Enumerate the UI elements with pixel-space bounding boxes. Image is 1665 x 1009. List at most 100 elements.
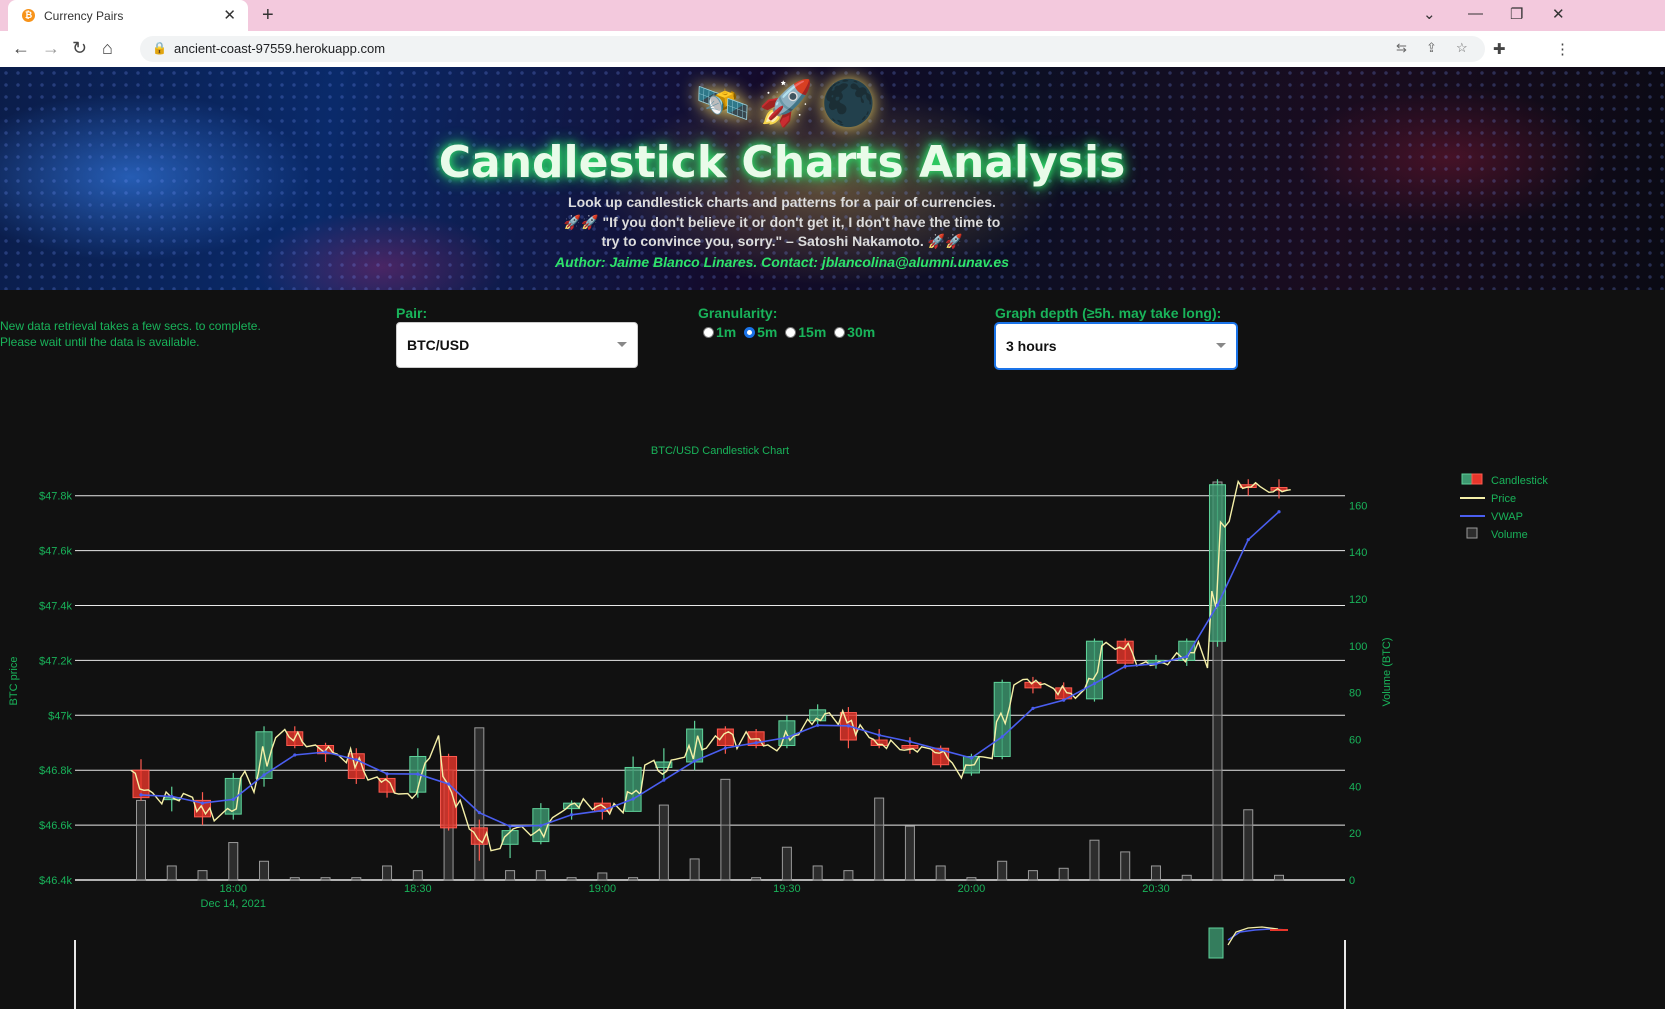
moon-icon: 🌑: [821, 79, 877, 128]
volume-bar[interactable]: [1243, 809, 1254, 881]
minimize-icon[interactable]: —: [1468, 5, 1483, 22]
volume-bar[interactable]: [1027, 870, 1038, 881]
volume-bar[interactable]: [136, 799, 146, 881]
volume-bar[interactable]: [658, 804, 669, 881]
vwap-line[interactable]: [140, 511, 1280, 828]
volume-bar[interactable]: [812, 865, 823, 881]
volume-bar[interactable]: [720, 778, 731, 881]
address-bar[interactable]: 🔒 ancient-coast-97559.herokuapp.com ⇆ ⇪ …: [140, 36, 1485, 62]
volume-bar[interactable]: [935, 865, 946, 881]
candle-body[interactable]: [809, 709, 827, 722]
candle-body[interactable]: [1085, 640, 1103, 700]
candle-body[interactable]: [870, 739, 888, 747]
share-icon[interactable]: ⇪: [1426, 40, 1437, 55]
tab-search-chevron-icon[interactable]: ⌄: [1423, 6, 1436, 23]
restore-icon[interactable]: ❐: [1510, 6, 1524, 23]
volume-bar[interactable]: [474, 727, 485, 881]
x-tick-label: 20:30: [1142, 883, 1170, 895]
granularity-option-1m[interactable]: 1m: [703, 324, 736, 340]
volume-bar[interactable]: [166, 865, 177, 881]
radio-button[interactable]: [785, 327, 797, 338]
volume-bar[interactable]: [781, 846, 792, 881]
back-arrow-icon[interactable]: ←: [12, 38, 30, 58]
candle-body[interactable]: [716, 728, 734, 747]
volume-bar[interactable]: [689, 858, 700, 881]
volume-bar[interactable]: [1181, 874, 1192, 881]
volume-bar[interactable]: [628, 877, 639, 881]
dropdown-arrow-icon: [617, 342, 627, 347]
volume-bar[interactable]: [997, 860, 1008, 881]
candle-body[interactable]: [901, 745, 919, 749]
graph-depth-label: Graph depth (≥5h. may take long):: [995, 305, 1222, 321]
radio-button-selected[interactable]: [744, 327, 756, 338]
candle-body[interactable]: [501, 830, 519, 845]
y2-tick-label: 80: [1349, 688, 1361, 700]
candle-body[interactable]: [440, 755, 458, 829]
browser-tab[interactable]: ₿ Currency Pairs ✕: [8, 0, 248, 31]
volume-bar[interactable]: [412, 870, 423, 881]
volume-bar[interactable]: [1150, 865, 1161, 881]
x-tick-label: 20:00: [958, 883, 986, 895]
bookmark-star-icon[interactable]: ☆: [1456, 40, 1468, 55]
graph-depth-dropdown[interactable]: 3 hours: [995, 323, 1237, 369]
volume-bar[interactable]: [904, 825, 915, 881]
volume-bar[interactable]: [1274, 874, 1284, 881]
candle-body[interactable]: [624, 766, 642, 812]
browser-menu-icon[interactable]: ⋮: [1555, 41, 1570, 58]
extensions-puzzle-icon[interactable]: ✚: [1493, 41, 1506, 58]
volume-bar[interactable]: [1089, 839, 1100, 881]
candle-body[interactable]: [993, 681, 1011, 757]
y-tick-label: $47.4k: [39, 601, 73, 613]
candlestick-chart[interactable]: BTC/USD Candlestick Chart $46.4k $46.6k $46…: [0, 420, 1665, 1009]
banner-description: Look up candlestick charts and patterns …: [480, 193, 1084, 252]
volume-bar[interactable]: [966, 877, 977, 881]
granularity-label: Granularity:: [698, 305, 778, 321]
pair-dropdown[interactable]: BTC/USD: [396, 322, 638, 368]
candle-body[interactable]: [1208, 484, 1226, 642]
granularity-option-30m[interactable]: 30m: [834, 324, 875, 340]
legend-volume: Volume: [1491, 529, 1528, 541]
tab-title: Currency Pairs: [44, 9, 124, 23]
home-icon[interactable]: ⌂: [102, 38, 113, 58]
volume-bar[interactable]: [1058, 867, 1069, 881]
translate-icon[interactable]: ⇆: [1396, 40, 1407, 55]
volume-bar[interactable]: [535, 870, 546, 881]
close-tab-icon[interactable]: ✕: [223, 7, 236, 24]
y-tick-label: $47.6k: [39, 546, 73, 558]
x-tick-label: 18:30: [404, 883, 432, 895]
volume-bar[interactable]: [597, 872, 608, 881]
y2-tick-label: 100: [1349, 641, 1367, 653]
browser-toolbar: ← → ↻ ⌂ 🔒 ancient-coast-97559.herokuapp.…: [0, 31, 1665, 68]
radio-button[interactable]: [834, 327, 846, 338]
volume-bar[interactable]: [382, 865, 393, 881]
reload-icon[interactable]: ↻: [72, 38, 88, 58]
window-close-icon[interactable]: ✕: [1552, 6, 1565, 23]
volume-bar[interactable]: [228, 842, 239, 881]
volume-bar[interactable]: [351, 877, 362, 881]
granularity-option-15m[interactable]: 15m: [785, 324, 826, 340]
legend-candlestick-down-swatch: [1471, 473, 1483, 485]
page-title: Candlestick Charts Analysis: [438, 137, 1126, 188]
volume-bar[interactable]: [874, 797, 885, 881]
candle-body[interactable]: [1116, 640, 1134, 664]
volume-bar[interactable]: [259, 860, 270, 881]
volume-bar[interactable]: [505, 870, 516, 881]
volume-bar[interactable]: [320, 877, 331, 881]
y-tick-label: $46.4k: [39, 875, 73, 887]
new-tab-icon[interactable]: +: [262, 4, 274, 26]
granularity-radio-group: 1m 5m 15m 30m: [703, 324, 879, 340]
radio-button[interactable]: [703, 327, 714, 338]
volume-bar[interactable]: [289, 877, 300, 881]
url-text: ancient-coast-97559.herokuapp.com: [174, 41, 386, 56]
y2-tick-label: 60: [1349, 735, 1361, 747]
volume-bar[interactable]: [197, 870, 208, 881]
volume-bar[interactable]: [843, 870, 854, 881]
granularity-option-5m[interactable]: 5m: [744, 324, 777, 340]
volume-bar[interactable]: [751, 877, 762, 881]
pair-selected-value: BTC/USD: [407, 337, 470, 353]
legend-candlestick-up-swatch: [1461, 473, 1473, 485]
price-line[interactable]: [130, 479, 1291, 852]
volume-bar[interactable]: [566, 877, 577, 881]
volume-bar[interactable]: [1120, 851, 1131, 881]
forward-arrow-icon[interactable]: →: [42, 38, 60, 58]
